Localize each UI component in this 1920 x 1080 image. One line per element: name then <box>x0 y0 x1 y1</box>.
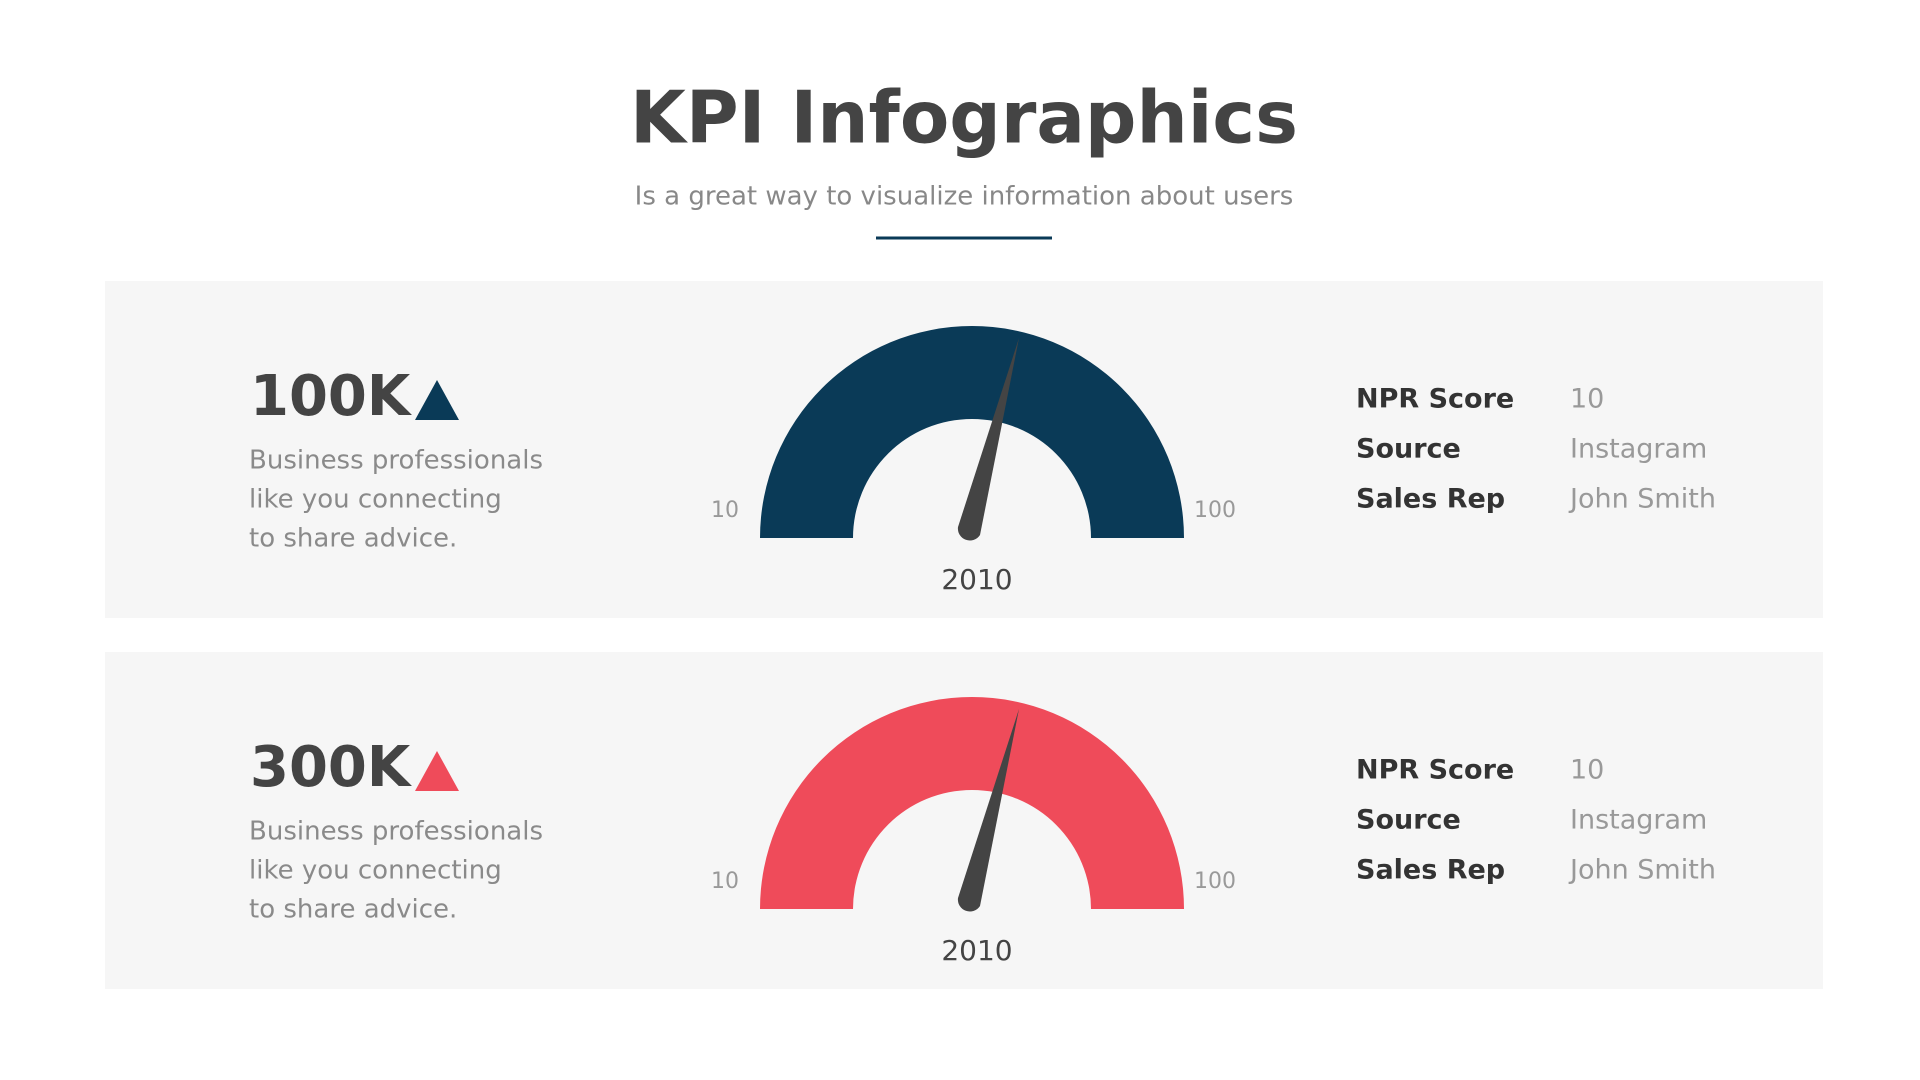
trend-icon <box>415 380 459 420</box>
gauge-min: 10 <box>711 869 739 894</box>
detail-value: Instagram <box>1570 805 1707 836</box>
gauge-needle <box>957 709 1019 912</box>
description-line: Business professionals <box>249 446 543 476</box>
kpi-value: 300K <box>250 735 413 800</box>
detail-label: Source <box>1356 805 1461 836</box>
detail-value: John Smith <box>1568 855 1716 886</box>
detail-value: Instagram <box>1570 434 1707 465</box>
gauge-min: 10 <box>711 498 739 523</box>
kpi-value: 100K <box>250 364 413 429</box>
description-line: Business professionals <box>249 817 543 847</box>
gauge-max: 100 <box>1194 498 1236 523</box>
detail-value: John Smith <box>1568 484 1716 515</box>
title: KPI Infographics <box>630 76 1298 160</box>
detail-value: 10 <box>1570 755 1604 786</box>
description-line: like you connecting <box>249 485 502 515</box>
description-line: to share advice. <box>249 895 457 925</box>
gauge-arc <box>760 697 1184 909</box>
detail-label: Source <box>1356 434 1461 465</box>
gauge-max: 100 <box>1194 869 1236 894</box>
detail-label: NPR Score <box>1356 384 1514 415</box>
trend-icon <box>415 751 459 791</box>
gauge-arc <box>760 326 1184 538</box>
description-line: to share advice. <box>249 524 457 554</box>
gauge-caption: 2010 <box>941 563 1012 596</box>
detail-label: Sales Rep <box>1356 484 1505 515</box>
description-line: like you connecting <box>249 856 502 886</box>
detail-value: 10 <box>1570 384 1604 415</box>
detail-label: NPR Score <box>1356 755 1514 786</box>
detail-label: Sales Rep <box>1356 855 1505 886</box>
subtitle: Is a great way to visualize information … <box>635 182 1294 212</box>
gauge-needle <box>957 338 1019 541</box>
gauge-caption: 2010 <box>941 934 1012 967</box>
